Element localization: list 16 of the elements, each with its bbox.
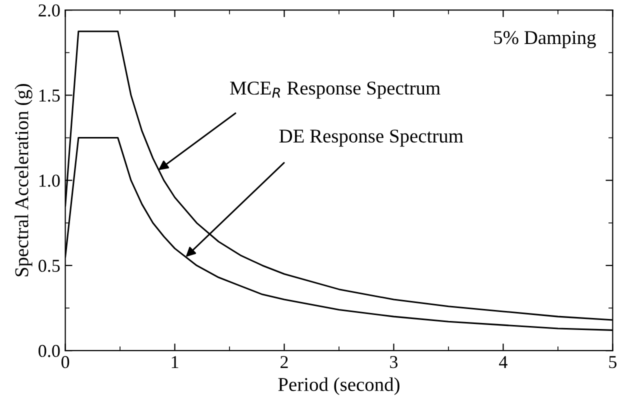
- annotation: 5% Damping: [494, 31, 596, 48]
- x-tick-label: 5: [609, 356, 616, 368]
- y-tick-label: 2.0: [38, 4, 60, 17]
- x-tick-label: 2: [280, 356, 288, 368]
- x-tick-label: 4: [499, 356, 508, 368]
- y-tick-label: 0.0: [38, 344, 60, 358]
- y-tick-label: 1.0: [39, 174, 60, 187]
- x-axis-title: Period (second): [278, 377, 400, 396]
- annotation: DE Response Spectrum: [279, 130, 464, 147]
- y-tick-label: 1.5: [39, 90, 60, 102]
- annotation: MCE$_{R}$ Response Spectrum: [230, 82, 440, 99]
- y-axis-title: Spectral Acceleration (g): [14, 84, 32, 276]
- x-tick-label: 3: [390, 356, 398, 368]
- x-tick-label: 1: [172, 356, 178, 368]
- x-tick-label: 0: [61, 356, 70, 368]
- y-tick-label: 0.5: [38, 260, 60, 272]
